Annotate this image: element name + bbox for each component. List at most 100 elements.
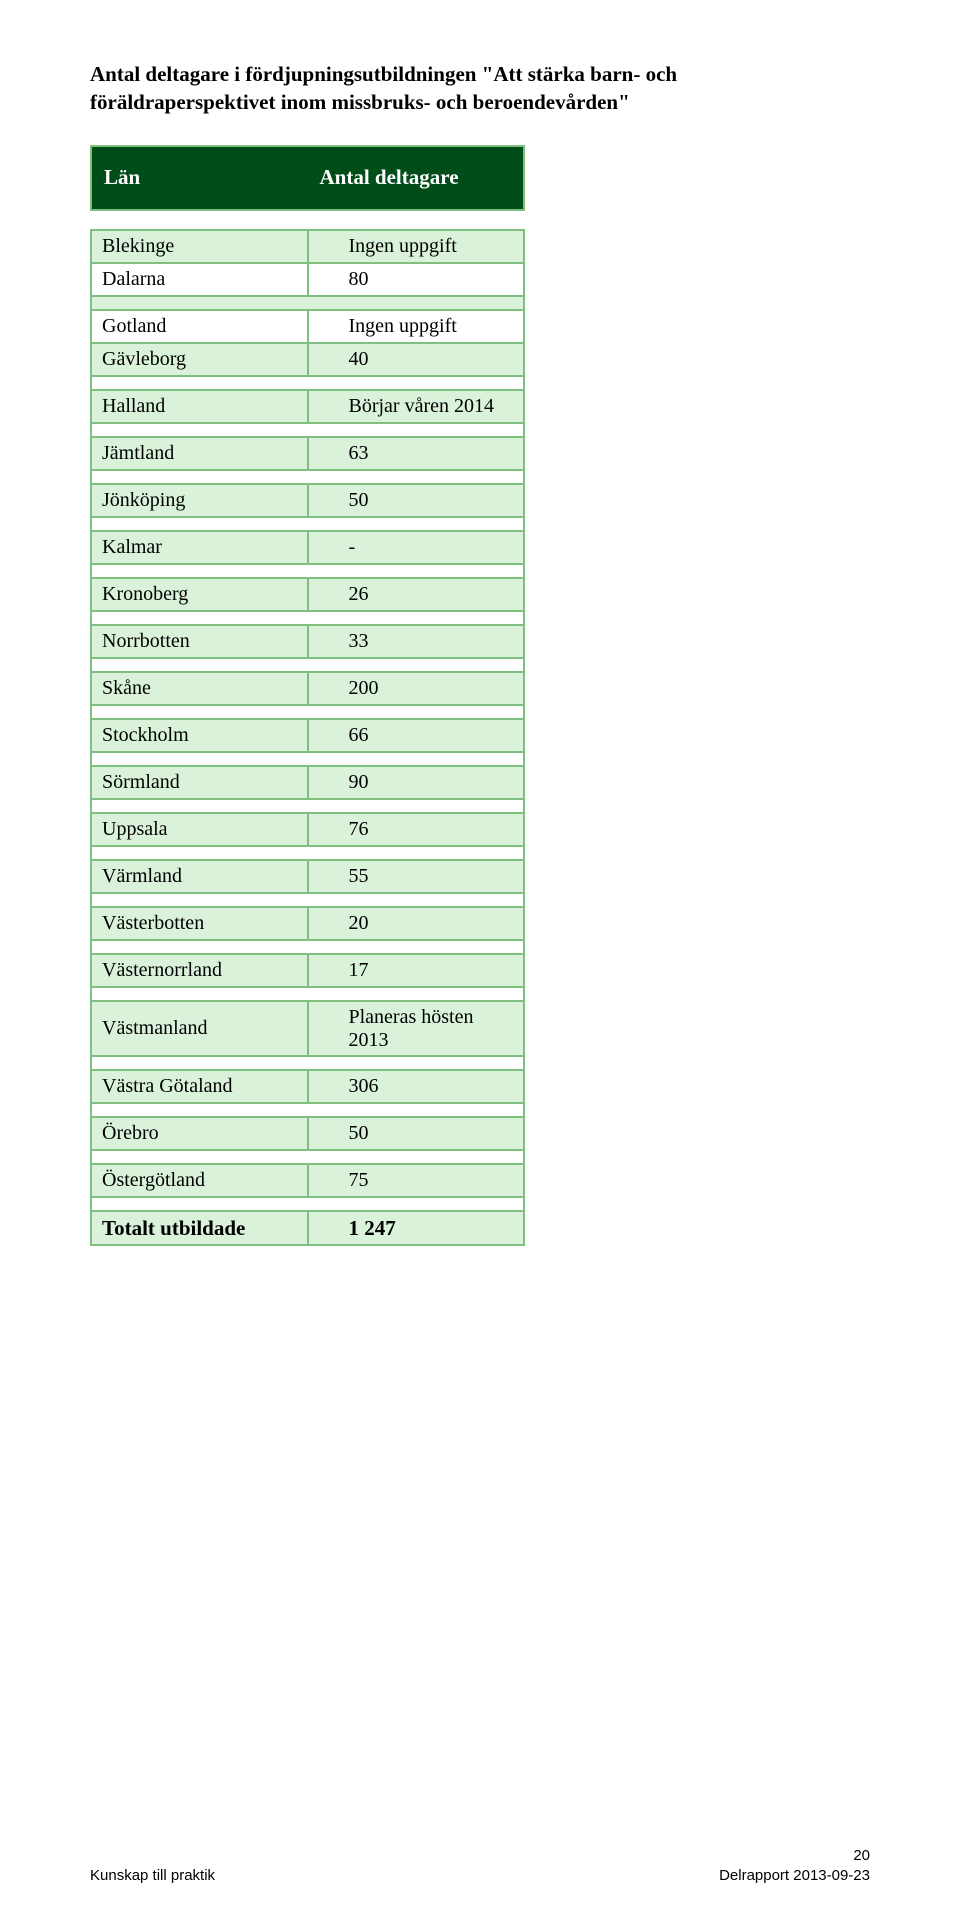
table-header: Län Antal deltagare: [90, 145, 525, 211]
table-row: Västerbotten20: [91, 907, 524, 940]
table-row: Västra Götaland306: [91, 1070, 524, 1103]
cell-lan: Sörmland: [91, 766, 308, 799]
table-row: [91, 564, 524, 578]
table-row: Uppsala76: [91, 813, 524, 846]
table-row: [91, 1056, 524, 1070]
table-row: Värmland55: [91, 860, 524, 893]
spacer-cell: [91, 564, 524, 578]
footer-center: Delrapport 2013-09-23: [719, 1867, 870, 1884]
title-line-1: Antal deltagare i fördjupningsutbildning…: [90, 62, 677, 86]
header-lan: Län: [92, 165, 308, 190]
page: Antal deltagare i fördjupningsutbildning…: [0, 0, 960, 1924]
cell-lan: Blekinge: [91, 230, 308, 263]
cell-lan: Västmanland: [91, 1001, 308, 1056]
header-antal: Antal deltagare: [308, 165, 524, 190]
spacer-cell: [91, 846, 524, 860]
cell-value: 50: [308, 484, 525, 517]
cell-value: 55: [308, 860, 525, 893]
cell-value: -: [308, 531, 525, 564]
spacer-cell: [91, 705, 524, 719]
footer-page-number: 20: [853, 1847, 870, 1864]
table-row: [91, 987, 524, 1001]
cell-value: 75: [308, 1164, 525, 1197]
spacer-cell: [91, 1103, 524, 1117]
cell-lan: Dalarna: [91, 263, 308, 296]
table-row: GotlandIngen uppgift: [91, 310, 524, 343]
cell-lan: Gotland: [91, 310, 308, 343]
cell-lan: Västerbotten: [91, 907, 308, 940]
table-row: Kalmar-: [91, 531, 524, 564]
cell-value: 80: [308, 263, 525, 296]
table-row: [91, 517, 524, 531]
spacer-cell: [91, 296, 524, 310]
spacer-cell: [91, 1150, 524, 1164]
cell-lan: Uppsala: [91, 813, 308, 846]
cell-value: Ingen uppgift: [308, 310, 525, 343]
cell-value: 63: [308, 437, 525, 470]
spacer-cell: [91, 1197, 524, 1211]
table-row: BlekingeIngen uppgift: [91, 230, 524, 263]
table-row: VästmanlandPlaneras hösten 2013: [91, 1001, 524, 1056]
cell-value: Börjar våren 2014: [308, 390, 525, 423]
table-row: [91, 1150, 524, 1164]
cell-lan: Norrbotten: [91, 625, 308, 658]
spacer-cell: [91, 893, 524, 907]
cell-lan: Västra Götaland: [91, 1070, 308, 1103]
table-row: [91, 799, 524, 813]
cell-lan: Halland: [91, 390, 308, 423]
spacer-cell: [91, 1056, 524, 1070]
table-container: Län Antal deltagare BlekingeIngen uppgif…: [90, 145, 525, 1246]
cell-lan: Östergötland: [91, 1164, 308, 1197]
cell-lan: Jönköping: [91, 484, 308, 517]
total-value: 1 247: [308, 1211, 525, 1245]
page-title: Antal deltagare i fördjupningsutbildning…: [90, 60, 870, 117]
spacer-cell: [91, 376, 524, 390]
table-row: [91, 705, 524, 719]
table-row: Örebro50: [91, 1117, 524, 1150]
table-row: Skåne200: [91, 672, 524, 705]
table-row: [91, 1103, 524, 1117]
table-row: [91, 752, 524, 766]
cell-value: 76: [308, 813, 525, 846]
cell-lan: Västernorrland: [91, 954, 308, 987]
total-label: Totalt utbildade: [91, 1211, 308, 1245]
data-table: BlekingeIngen uppgiftDalarna80GotlandIng…: [90, 229, 525, 1246]
table-row: Sörmland90: [91, 766, 524, 799]
table-row: Gävleborg40: [91, 343, 524, 376]
cell-value: 306: [308, 1070, 525, 1103]
cell-value: Ingen uppgift: [308, 230, 525, 263]
cell-value: 50: [308, 1117, 525, 1150]
table-row: Dalarna80: [91, 263, 524, 296]
page-footer: Kunskap till praktik Delrapport 2013-09-…: [90, 1867, 870, 1884]
spacer-cell: [91, 940, 524, 954]
spacer-cell: [91, 423, 524, 437]
table-row: [91, 296, 524, 310]
table-row: [91, 423, 524, 437]
cell-lan: Jämtland: [91, 437, 308, 470]
spacer-cell: [91, 611, 524, 625]
table-row: HallandBörjar våren 2014: [91, 390, 524, 423]
cell-value: 26: [308, 578, 525, 611]
table-row: Stockholm66: [91, 719, 524, 752]
title-line-2: föräldraperspektivet inom missbruks- och…: [90, 90, 630, 114]
cell-lan: Kronoberg: [91, 578, 308, 611]
spacer-cell: [91, 987, 524, 1001]
cell-value: Planeras hösten 2013: [308, 1001, 525, 1056]
spacer-cell: [91, 752, 524, 766]
table-row: [91, 658, 524, 672]
spacer-cell: [91, 517, 524, 531]
cell-value: 17: [308, 954, 525, 987]
total-row: Totalt utbildade1 247: [91, 1211, 524, 1245]
spacer-cell: [91, 799, 524, 813]
table-row: [91, 1197, 524, 1211]
cell-value: 90: [308, 766, 525, 799]
cell-value: 200: [308, 672, 525, 705]
table-row: Norrbotten33: [91, 625, 524, 658]
cell-lan: Skåne: [91, 672, 308, 705]
cell-value: 33: [308, 625, 525, 658]
cell-lan: Kalmar: [91, 531, 308, 564]
table-row: Östergötland75: [91, 1164, 524, 1197]
table-row: Kronoberg26: [91, 578, 524, 611]
footer-left: Kunskap till praktik: [90, 1867, 215, 1884]
table-row: Västernorrland17: [91, 954, 524, 987]
